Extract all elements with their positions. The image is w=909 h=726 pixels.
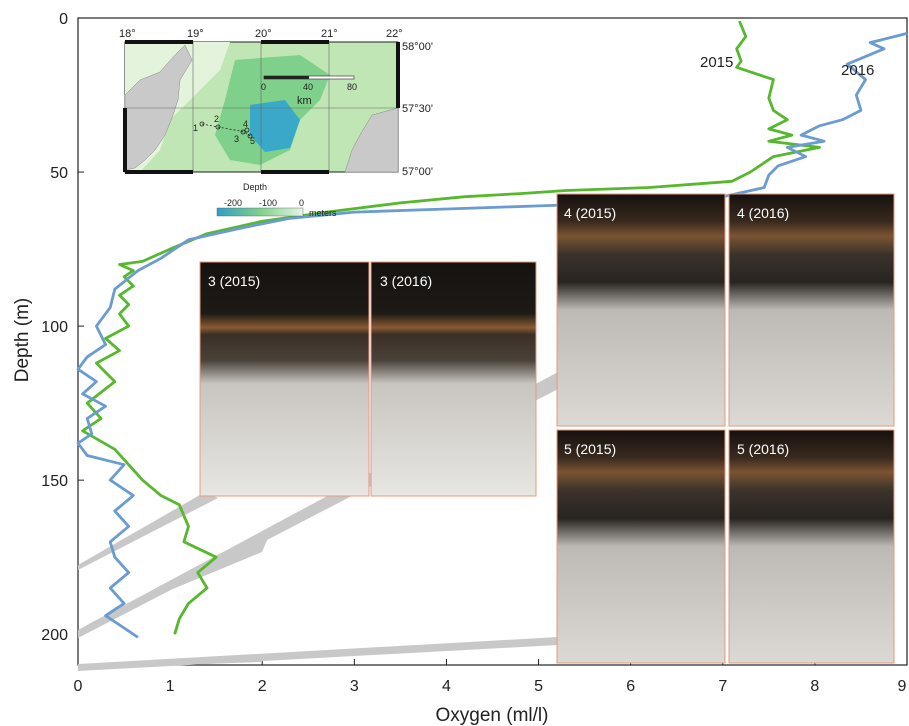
core-label: 4 (2016) xyxy=(737,205,789,221)
map-frame-bar xyxy=(125,170,193,174)
station-marker xyxy=(215,124,221,130)
map-lon-label: 20° xyxy=(255,28,272,40)
connector-core-4b xyxy=(86,538,268,625)
core-photo-4-2016: 4 (2016) xyxy=(728,193,895,427)
y-tick-label: 200 xyxy=(41,627,68,644)
x-tick-label: 1 xyxy=(166,678,175,695)
station-marker xyxy=(244,127,250,133)
map-deep-zone xyxy=(250,100,300,152)
series-layer xyxy=(76,20,908,639)
core-label: 3 (2016) xyxy=(380,273,432,289)
station-label: 4 xyxy=(243,119,248,129)
core-label: 4 (2015) xyxy=(564,205,616,221)
station-label: 1 xyxy=(193,123,198,133)
x-tick-label: 9 xyxy=(898,678,907,695)
y-tick-label: 50 xyxy=(50,165,68,182)
map-depth-legend xyxy=(216,207,304,217)
station-label: 2 xyxy=(214,114,219,124)
x-axis-title: Oxygen (ml/l) xyxy=(436,705,549,726)
series-line-2015 xyxy=(81,20,821,635)
x-tick-label: 4 xyxy=(442,678,451,695)
station-label: 5 xyxy=(250,136,255,146)
map-frame-bar xyxy=(123,108,127,172)
station-marker xyxy=(240,129,246,135)
core-photo-5-2016: 5 (2016) xyxy=(728,429,895,664)
x-tick-label: 7 xyxy=(718,678,727,695)
map-scale-label: 40 xyxy=(303,82,313,92)
map-lat-label: 57°30' xyxy=(402,103,433,115)
map-frame-bar xyxy=(125,40,193,44)
map-legend-tick: 0 xyxy=(299,198,304,208)
core-label: 5 (2016) xyxy=(737,441,789,457)
station-marker xyxy=(247,133,253,139)
station-label: 3 xyxy=(234,134,239,144)
map-frame-bar xyxy=(261,40,329,44)
x-tick-label: 5 xyxy=(534,678,543,695)
map-frame-bar xyxy=(396,42,400,108)
map-lon-label: 22° xyxy=(386,28,403,40)
map-scale-bar-fill xyxy=(264,76,309,79)
x-tick-label: 6 xyxy=(626,678,635,695)
map-land-gotland xyxy=(124,44,193,171)
series-label-2015: 2015 xyxy=(700,54,733,71)
y-axis: 0 50 100 150 200 xyxy=(41,11,84,644)
y-tick-label: 100 xyxy=(41,319,68,336)
core-photo-3-2015: 3 (2015) xyxy=(199,261,370,497)
map-legend-tick: -100 xyxy=(259,198,277,208)
y-tick-label: 0 xyxy=(59,11,68,28)
x-tick-label: 2 xyxy=(258,678,267,695)
core-photo-5-2015: 5 (2015) xyxy=(556,429,726,664)
map-lat-label: 57°00' xyxy=(402,166,433,178)
map-lon-label: 21° xyxy=(321,28,338,40)
x-axis: 0 1 2 3 4 5 6 7 8 9 xyxy=(74,659,908,695)
station-marker xyxy=(199,121,205,127)
map-lon-label: 18° xyxy=(119,28,136,40)
inset-map: 18° 19° 20° 21° 22° 58°00' 57°30' 57°00'… xyxy=(119,28,433,218)
map-scale-label: 0 xyxy=(261,82,266,92)
x-tick-label: 3 xyxy=(350,678,359,695)
series-label-2016: 2016 xyxy=(841,62,874,79)
y-axis-title: Depth (m) xyxy=(12,298,33,382)
core-label: 5 (2015) xyxy=(564,441,616,457)
y-tick-label: 150 xyxy=(41,473,68,490)
map-frame-bar xyxy=(261,170,329,174)
connector-core-5b xyxy=(86,655,262,668)
map-scale-label: 80 xyxy=(347,82,357,92)
x-tick-label: 0 xyxy=(74,678,83,695)
series-line-2016 xyxy=(76,32,908,639)
x-tick-label: 8 xyxy=(810,678,819,695)
map-scale-unit: km xyxy=(297,95,312,107)
core-label: 3 (2015) xyxy=(208,273,260,289)
map-legend-tick: -200 xyxy=(224,198,242,208)
map-legend-unit: meters xyxy=(309,208,337,218)
map-legend-title: Depth xyxy=(243,182,267,192)
map-lon-label: 19° xyxy=(187,28,204,40)
core-photo-4-2015: 4 (2015) xyxy=(556,193,726,427)
map-lat-label: 58°00' xyxy=(402,41,433,53)
map-land-latvia xyxy=(344,107,399,173)
core-photos: 3 (2015) 3 (2016) 4 (2015) 4 (2016) 5 (2… xyxy=(199,193,895,664)
core-photo-3-2016: 3 (2016) xyxy=(370,261,537,497)
